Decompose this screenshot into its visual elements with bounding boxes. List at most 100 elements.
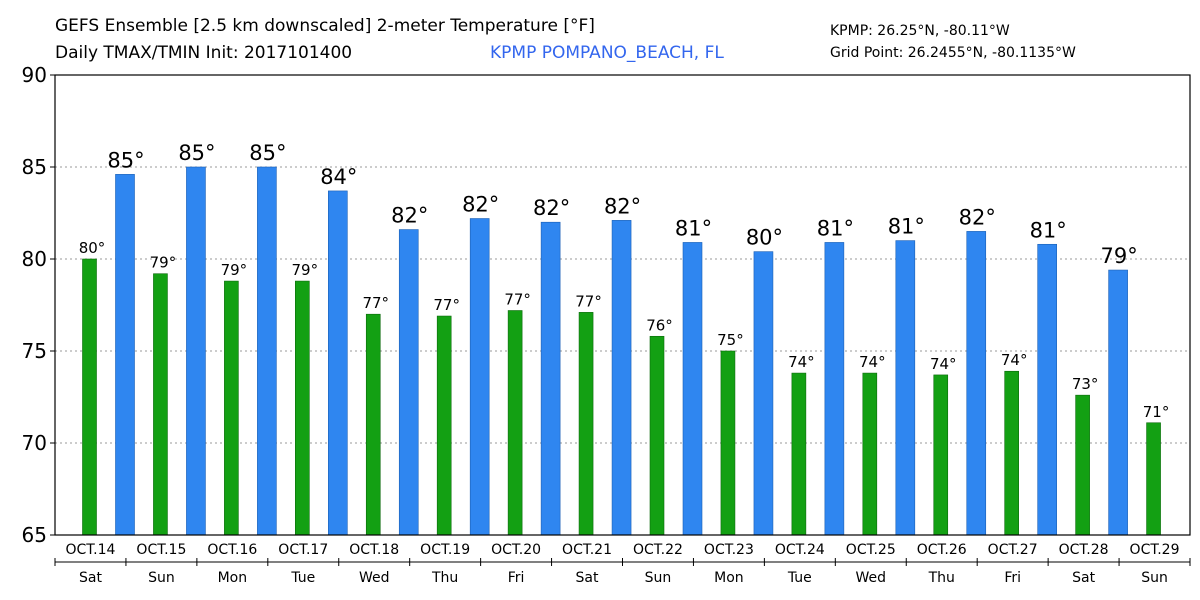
tmin-bar	[933, 374, 949, 536]
tmin-bar	[791, 372, 807, 536]
tmin-label: 77°	[362, 294, 389, 312]
tmax-bar	[469, 218, 490, 536]
tmax-label: 82°	[959, 205, 996, 229]
y-tick-label: 65	[22, 523, 47, 547]
tmax-bar	[1037, 243, 1057, 536]
tmax-bar	[824, 242, 845, 536]
tmin-bar	[1004, 370, 1019, 536]
tmin-label: 80°	[79, 239, 106, 257]
x-date-label: OCT.14	[65, 542, 115, 558]
x-weekday-label: Fri	[1004, 570, 1021, 586]
tmax-label: 82°	[391, 204, 428, 228]
tmax-label: 85°	[249, 141, 286, 165]
tmin-label: 77°	[433, 296, 460, 314]
tmin-bar	[295, 280, 310, 536]
tmin-bar	[224, 280, 239, 536]
x-weekday-label: Sun	[645, 570, 672, 586]
tmin-label: 76°	[646, 316, 673, 334]
x-date-label: OCT.21	[562, 542, 612, 558]
x-date-label: OCT.19	[420, 542, 470, 558]
tmax-bar	[115, 174, 135, 536]
x-date-label: OCT.29	[1130, 542, 1180, 558]
y-tick-label: 85	[22, 155, 47, 179]
tmax-bar	[611, 220, 632, 536]
tmax-bar	[682, 242, 703, 536]
tmin-bar	[578, 312, 594, 536]
tmin-label: 79°	[221, 261, 248, 279]
tmin-label: 74°	[1001, 351, 1028, 369]
x-date-label: OCT.17	[278, 542, 328, 558]
chart-subtitle: Daily TMAX/TMIN Init: 2017101400	[55, 43, 353, 63]
tmax-label: 85°	[178, 141, 215, 165]
x-weekday-label: Mon	[218, 570, 248, 586]
x-weekday-label: Sun	[1141, 570, 1168, 586]
tmax-bar	[1108, 269, 1128, 536]
y-tick-label: 75	[22, 339, 47, 363]
y-tick-label: 80	[22, 247, 47, 271]
tmin-label: 79°	[292, 261, 319, 279]
tmin-bar	[365, 313, 381, 536]
tmin-bar	[153, 273, 168, 536]
tmin-label: 71°	[1143, 403, 1170, 421]
tmax-label: 81°	[888, 215, 925, 239]
x-weekday-label: Sat	[79, 570, 102, 586]
x-date-label: OCT.20	[491, 542, 541, 558]
y-tick-label: 90	[22, 63, 47, 87]
tmax-bar	[186, 166, 206, 536]
y-tick-label: 70	[22, 431, 47, 455]
tmin-bar	[1075, 394, 1090, 536]
x-date-label: OCT.24	[775, 542, 825, 558]
chart-title: GEFS Ensemble [2.5 km downscaled] 2-mete…	[55, 16, 595, 36]
x-weekday-label: Wed	[856, 570, 887, 586]
tmax-label: 85°	[107, 148, 144, 172]
tmax-label: 80°	[746, 226, 783, 250]
tmax-bar	[540, 221, 561, 536]
x-date-label: OCT.23	[704, 542, 754, 558]
x-weekday-label: Fri	[508, 570, 525, 586]
x-weekday-label: Sun	[148, 570, 175, 586]
x-weekday-label: Mon	[714, 570, 744, 586]
tmax-label: 81°	[817, 216, 854, 240]
tmin-label: 77°	[504, 291, 531, 309]
tmin-label: 74°	[788, 353, 815, 371]
x-weekday-label: Sat	[1072, 570, 1095, 586]
x-date-label: OCT.18	[349, 542, 399, 558]
tmin-label: 74°	[930, 355, 957, 373]
x-weekday-label: Thu	[928, 570, 955, 586]
x-weekday-label: Thu	[431, 570, 458, 586]
tmax-bar	[328, 190, 348, 536]
x-date-label: OCT.25	[846, 542, 896, 558]
grid-point-coordinates: Grid Point: 26.2455°N, -80.1135°W	[830, 45, 1076, 61]
tmin-label: 75°	[717, 331, 744, 349]
tmin-bar	[436, 315, 452, 536]
tmax-label: 82°	[462, 193, 499, 217]
tmax-label: 81°	[675, 216, 712, 240]
x-date-label: OCT.28	[1059, 542, 1109, 558]
tmax-label: 84°	[320, 165, 357, 189]
tmax-label: 79°	[1101, 244, 1138, 268]
x-weekday-label: Wed	[359, 570, 390, 586]
tmin-bar	[649, 335, 665, 536]
station-coordinates: KPMP: 26.25°N, -80.11°W	[830, 23, 1010, 39]
tmax-label: 82°	[604, 194, 641, 218]
tmax-bar	[753, 251, 774, 536]
tmin-label: 77°	[575, 292, 602, 310]
tmax-bar	[895, 240, 916, 536]
tmin-bar	[862, 372, 878, 536]
tmin-bar	[1146, 422, 1161, 536]
tmax-label: 81°	[1030, 218, 1067, 242]
x-date-label: OCT.16	[207, 542, 257, 558]
tmin-label: 73°	[1072, 375, 1099, 393]
tmin-label: 79°	[150, 254, 177, 272]
tmin-label: 74°	[859, 353, 886, 371]
x-date-label: OCT.27	[988, 542, 1038, 558]
x-weekday-label: Sat	[576, 570, 599, 586]
x-date-label: OCT.26	[917, 542, 967, 558]
x-date-label: OCT.15	[136, 542, 186, 558]
tmin-bar	[720, 350, 736, 536]
tmin-bar	[82, 258, 97, 536]
station-name: KPMP POMPANO_BEACH, FL	[490, 43, 724, 63]
x-weekday-label: Tue	[290, 570, 315, 586]
tmax-bar	[966, 231, 987, 536]
